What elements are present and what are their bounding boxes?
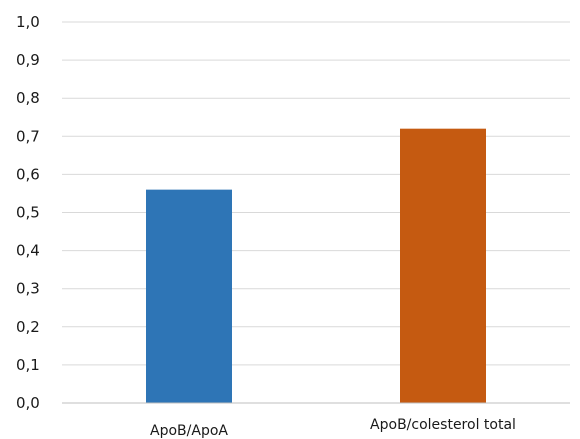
- bars: [146, 128, 486, 403]
- y-tick-label: 0,6: [16, 165, 40, 183]
- bar: [400, 128, 486, 403]
- y-tick-label: 1,0: [16, 13, 40, 31]
- y-tick-label: 0,9: [16, 51, 40, 69]
- y-tick-label: 0,8: [16, 89, 40, 107]
- bar: [146, 189, 232, 403]
- y-axis-tick-labels: 0,0 0,1 0,2 0,3 0,4 0,5 0,6 0,7 0,8 0,9 1,0: [16, 13, 40, 412]
- y-tick-label: 0,4: [16, 242, 40, 260]
- y-tick-label: 0,2: [16, 318, 40, 336]
- y-tick-label: 0,5: [16, 204, 40, 222]
- y-tick-label: 0,1: [16, 356, 40, 374]
- y-tick-label: 0,7: [16, 127, 40, 145]
- x-axis-category-labels: ApoB/ApoA ApoB/colesterol total: [150, 417, 516, 439]
- category-label: ApoB/ApoA: [150, 423, 228, 439]
- y-tick-label: 0,0: [16, 394, 40, 412]
- gridlines: [62, 21, 570, 366]
- category-label: ApoB/colesterol total: [370, 417, 516, 433]
- y-tick-label: 0,3: [16, 280, 40, 298]
